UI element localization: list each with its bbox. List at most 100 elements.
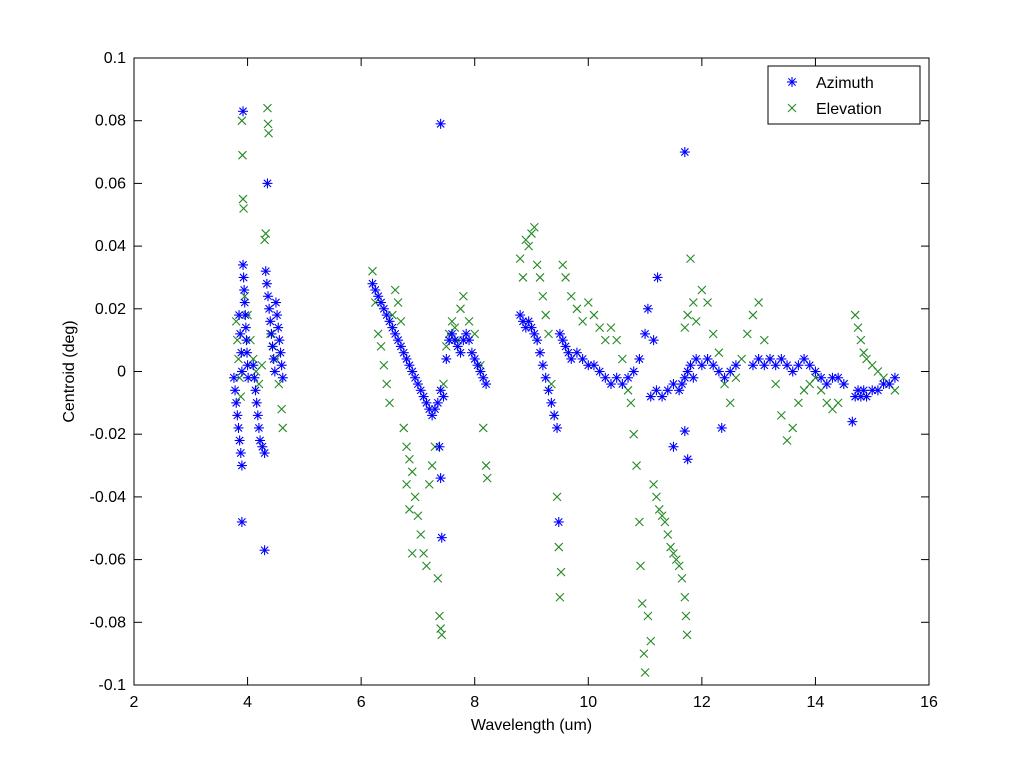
elevation-point (515, 254, 525, 264)
azimuth-point (537, 360, 548, 371)
azimuth-point (269, 366, 280, 377)
elevation-point (263, 119, 273, 129)
elevation-point (558, 260, 568, 270)
elevation-point (708, 329, 718, 339)
azimuth-point (236, 460, 247, 471)
elevation-point (376, 342, 386, 351)
y-tick-label: -0.1 (98, 677, 126, 694)
elevation-point (850, 310, 860, 320)
azimuth-point (847, 416, 858, 427)
elevation-point (635, 517, 644, 527)
elevation-point (535, 273, 545, 282)
elevation-point (456, 304, 465, 314)
azimuth-point (546, 397, 557, 408)
elevation-point (643, 611, 653, 621)
elevation-point (238, 150, 247, 160)
elevation-point (660, 517, 670, 527)
elevation-point (669, 548, 678, 558)
y-axis-label: Centroid (deg) (61, 320, 78, 422)
elevation-point (703, 298, 712, 307)
elevation-point (407, 467, 417, 477)
y-tick-label: -0.02 (90, 426, 127, 443)
elevation-point (677, 574, 687, 583)
elevation-point (639, 649, 649, 659)
elevation-point (405, 505, 414, 514)
elevation-point (556, 567, 566, 577)
elevation-point (691, 316, 701, 326)
azimuth-point (652, 272, 663, 283)
azimuth-point (640, 328, 651, 339)
elevation-point (379, 360, 389, 370)
elevation-point (674, 561, 684, 571)
elevation-point (529, 222, 539, 232)
azimuth-point (243, 372, 254, 383)
azimuth-point (239, 297, 250, 308)
plot-area (133, 57, 930, 686)
elevation-point (600, 335, 610, 345)
legend-box (767, 65, 921, 125)
legend-marker-elevation (787, 103, 797, 113)
elevation-point (856, 335, 866, 345)
azimuth-point (634, 353, 645, 364)
elevation-point (666, 542, 676, 552)
elevation-point (649, 479, 658, 489)
azimuth-point (259, 545, 270, 556)
elevation-point (646, 636, 656, 646)
elevation-point (595, 323, 605, 332)
elevation-point (833, 398, 843, 408)
legend: Azimuth Elevation (767, 65, 921, 125)
y-tick-label: 0.08 (95, 113, 126, 130)
elevation-point (578, 316, 587, 326)
y-tick-label: 0.04 (95, 238, 126, 255)
elevation-point (458, 291, 468, 301)
elevation-point (481, 461, 491, 470)
elevation-point (385, 398, 394, 408)
elevation-point (776, 411, 786, 420)
elevation-point (541, 310, 551, 320)
azimuth-point (552, 422, 563, 433)
y-tick-label: 0.06 (95, 175, 126, 192)
azimuth-point (441, 353, 452, 364)
elevation-point (544, 329, 553, 339)
axes: 2 4 6 8 10 12 14 16 -0.1 -0.08 -0.06 -0.04 -0.02 0 0.0… (90, 50, 938, 711)
azimuth-point (261, 278, 272, 289)
elevation-point (742, 329, 752, 339)
azimuth-point (275, 347, 286, 358)
azimuth-point (648, 335, 659, 346)
azimuth-point (889, 372, 900, 383)
azimuth-point (268, 353, 279, 364)
x-tick-label: 2 (130, 694, 139, 711)
azimuth-point (535, 347, 546, 358)
azimuth-point (242, 360, 253, 371)
azimuth-point (543, 385, 554, 396)
elevation-point (254, 379, 264, 389)
azimuth-point (248, 360, 259, 371)
elevation-point (759, 335, 769, 345)
y-tick-label: -0.06 (90, 552, 127, 569)
elevation-point (527, 229, 536, 238)
elevation-point (373, 329, 383, 339)
elevation-point (422, 561, 431, 571)
elevation-point (538, 291, 548, 301)
elevation-point (368, 266, 377, 276)
elevation-point (238, 194, 248, 204)
azimuth-point (628, 366, 639, 377)
series-elevation (231, 103, 900, 677)
elevation-point (788, 423, 798, 433)
elevation-point (274, 379, 284, 389)
plot-frame (133, 57, 930, 686)
elevation-point (617, 354, 627, 364)
elevation-point (393, 298, 403, 307)
elevation-point (264, 128, 273, 138)
y-tick-label: 0.02 (95, 301, 126, 318)
elevation-point (382, 379, 392, 389)
elevation-point (632, 461, 641, 470)
azimuth-point (540, 372, 551, 383)
elevation-point (566, 291, 576, 301)
azimuth-point (481, 379, 492, 390)
x-tick-label: 8 (470, 694, 479, 711)
azimuth-point (455, 347, 466, 358)
azimuth-point (464, 335, 475, 346)
elevation-point (435, 611, 444, 621)
